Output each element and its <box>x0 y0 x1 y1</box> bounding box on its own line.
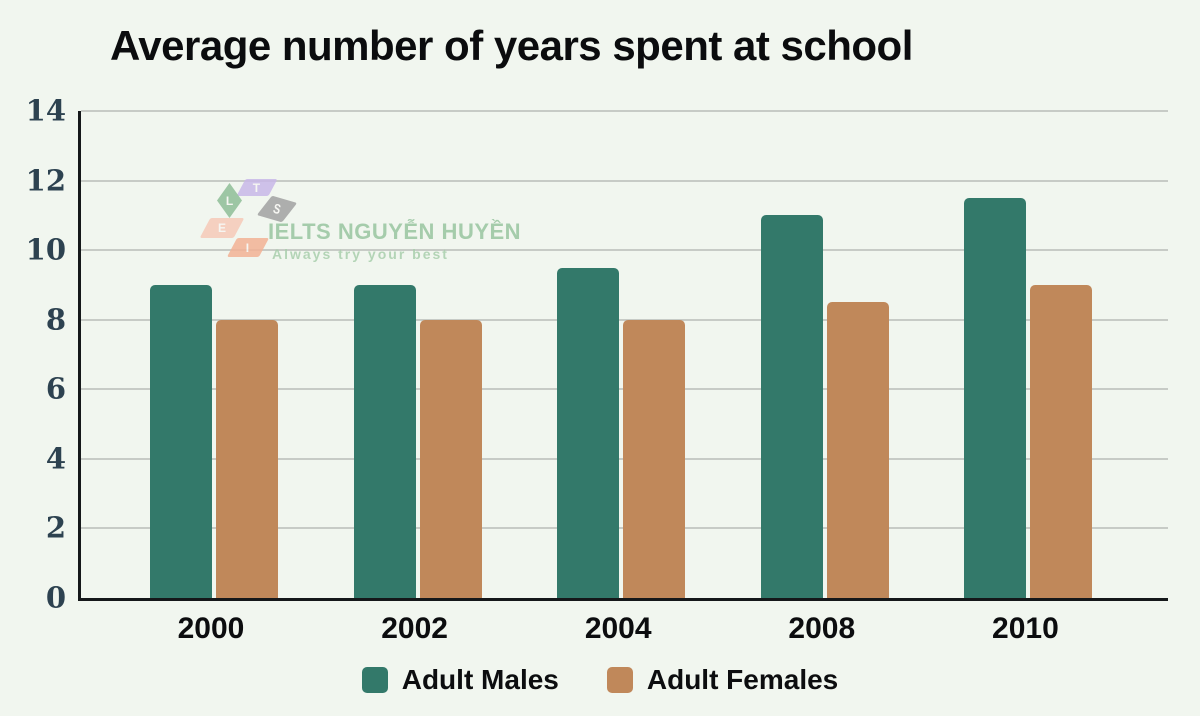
bar-adult-males-2002 <box>353 284 416 598</box>
bar-adult-males-2008 <box>760 215 823 598</box>
x-axis-labels: 2000 2002 2004 2008 2010 <box>78 612 1165 652</box>
x-tick-label-2004: 2004 <box>584 612 652 645</box>
legend: Adult Males Adult Females <box>0 664 1200 696</box>
chart-title: Average number of years spent at school <box>110 22 913 69</box>
y-tick-label-4: 4 <box>45 441 66 476</box>
gridline-y-10 <box>81 249 1168 252</box>
x-tick-label-2002: 2002 <box>381 612 448 645</box>
y-axis-labels: 0 2 4 6 8 10 12 14 <box>0 96 66 612</box>
legend-swatch-icon <box>606 667 633 693</box>
legend-label: Adult Females <box>646 664 839 695</box>
bar-adult-females-2000 <box>216 319 278 598</box>
bar-adult-females-2008 <box>826 302 889 598</box>
y-tick-label-6: 6 <box>45 371 66 406</box>
bar-adult-males-2004 <box>557 267 620 598</box>
bar-adult-males-2010 <box>964 197 1027 598</box>
bar-adult-males-2000 <box>150 284 212 598</box>
x-tick-label-2008: 2008 <box>788 612 856 645</box>
legend-item-adult-males: Adult Males <box>361 664 559 696</box>
y-tick-label-8: 8 <box>45 302 66 337</box>
bar-adult-females-2004 <box>623 319 686 598</box>
y-tick-label-14: 14 <box>25 93 66 128</box>
bar-adult-females-2010 <box>1030 284 1093 598</box>
y-tick-label-12: 12 <box>25 163 66 198</box>
gridline-y-14 <box>81 110 1168 112</box>
y-tick-label-2: 2 <box>45 510 66 545</box>
x-tick-label-2000: 2000 <box>177 612 245 645</box>
plot-area <box>78 110 1168 601</box>
y-tick-label-0: 0 <box>45 580 66 615</box>
y-tick-label-10: 10 <box>25 232 66 267</box>
legend-swatch-icon <box>361 667 388 693</box>
bar-adult-females-2002 <box>419 319 482 598</box>
gridline-y-12 <box>81 179 1168 182</box>
legend-label: Adult Males <box>401 664 559 695</box>
x-tick-label-2010: 2010 <box>992 612 1059 645</box>
legend-item-adult-females: Adult Females <box>606 664 839 696</box>
